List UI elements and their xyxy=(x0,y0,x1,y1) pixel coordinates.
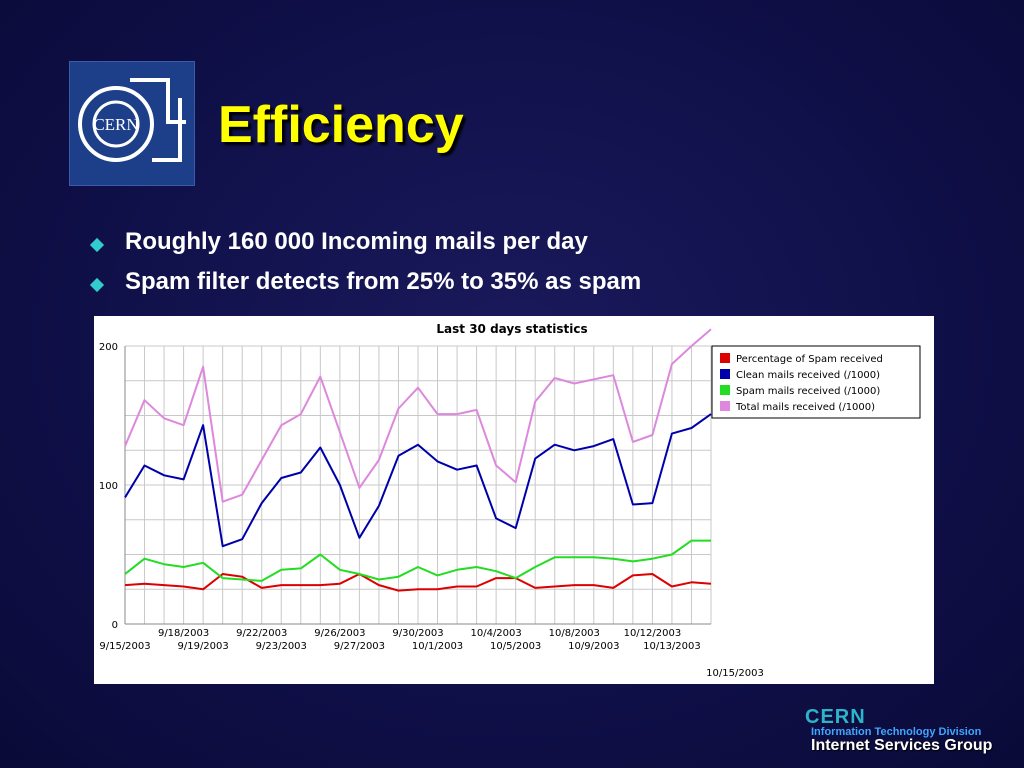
chart-tick-labels: 0 100 200 9/18/2003 9/22/2003 9/26/2003 9/30/2… xyxy=(99,342,764,679)
series-line xyxy=(124,328,712,503)
x-tick-label: 9/15/2003 xyxy=(99,641,150,652)
x-tick-label: 9/30/2003 xyxy=(392,628,443,639)
x-tick-label: 10/9/2003 xyxy=(568,641,619,652)
bullet-text: Spam filter detects from 25% to 35% as s… xyxy=(125,268,642,295)
logo-text: CERN xyxy=(93,115,138,134)
legend-box xyxy=(711,345,921,419)
x-tick-label: 10/8/2003 xyxy=(549,628,600,639)
y-tick-label: 0 xyxy=(112,620,118,631)
x-tick-label: 10/1/2003 xyxy=(412,641,463,652)
footer-group: Internet Services Group xyxy=(811,737,993,754)
x-tick-label: 9/26/2003 xyxy=(314,628,365,639)
y-tick-label: 200 xyxy=(99,342,118,353)
cern-logo-graphic: CERN xyxy=(78,78,186,162)
series-line xyxy=(124,539,711,582)
series-line xyxy=(124,573,712,592)
legend-swatch xyxy=(720,369,730,379)
x-tick-label: 9/23/2003 xyxy=(256,641,307,652)
x-tick-label: 10/4/2003 xyxy=(470,628,521,639)
y-tick-label: 100 xyxy=(99,481,118,492)
x-end-label: 10/15/2003 xyxy=(706,668,764,679)
line-chart: Last 30 days statistics 0 100 200 9/18/2003… xyxy=(99,322,921,679)
chart-series xyxy=(124,328,712,592)
legend-label: Clean mails received (/1000) xyxy=(736,370,880,381)
diamond-bullet-icon xyxy=(89,237,105,253)
legend-label: Spam mails received (/1000) xyxy=(736,386,880,397)
slide-title: Efficiency xyxy=(218,96,464,154)
series-line xyxy=(124,413,712,548)
x-tick-label: 9/27/2003 xyxy=(334,641,385,652)
footer-org: CERN xyxy=(805,706,866,728)
legend-swatch xyxy=(720,353,730,363)
chart-panel: Last 30 days statistics 0 100 200 9/18/2003… xyxy=(94,316,934,684)
x-tick-label: 10/5/2003 xyxy=(490,641,541,652)
footer-division: Information Technology Division xyxy=(811,726,982,738)
chart-legend: Percentage of Spam received Clean mails r… xyxy=(711,345,921,419)
x-tick-label: 10/13/2003 xyxy=(643,641,701,652)
x-tick-label: 9/19/2003 xyxy=(177,641,228,652)
chart-axes xyxy=(124,346,711,625)
chart-title: Last 30 days statistics xyxy=(436,322,587,336)
footer-logo: CERN Information Technology Division Int… xyxy=(803,706,1018,762)
bullet-text: Roughly 160 000 Incoming mails per day xyxy=(125,228,588,255)
cern-logo: CERN xyxy=(69,61,195,186)
legend-label: Percentage of Spam received xyxy=(736,354,883,365)
legend-swatch xyxy=(720,401,730,411)
diamond-bullet-icon xyxy=(89,277,105,293)
x-tick-label: 9/18/2003 xyxy=(158,628,209,639)
legend-label: Total mails received (/1000) xyxy=(735,402,875,413)
legend-swatch xyxy=(720,385,730,395)
x-tick-label: 9/22/2003 xyxy=(236,628,287,639)
x-tick-label: 10/12/2003 xyxy=(624,628,682,639)
